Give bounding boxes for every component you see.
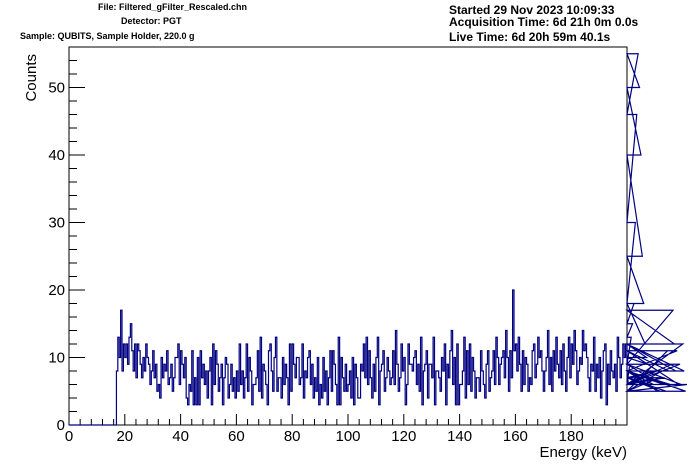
x-tick-label: 60 xyxy=(228,428,245,445)
file-label: File: Filtered_gFilter_Rescaled.chn xyxy=(98,2,248,12)
start-time-label: Started 29 Nov 2023 10:09:33 xyxy=(449,3,615,17)
y-tick-label: 40 xyxy=(48,147,65,164)
detector-label: Detector: PGT xyxy=(121,16,182,26)
y-tick-label: 10 xyxy=(48,350,65,367)
y-axis-title: Counts xyxy=(23,54,40,102)
axis-ticks xyxy=(68,46,628,426)
series-histogram xyxy=(69,53,688,426)
x-tick-label: 120 xyxy=(391,428,416,445)
x-axis-title: Energy (keV) xyxy=(539,444,627,461)
x-tick-label: 140 xyxy=(447,428,472,445)
x-tick-label: 100 xyxy=(335,428,360,445)
sample-label: Sample: QUBITS, Sample Holder, 220.0 g xyxy=(20,31,195,41)
x-tick-label: 0 xyxy=(65,428,73,445)
x-tick-label: 180 xyxy=(559,428,584,445)
acquisition-time-label: Acquisition Time: 6d 21h 0m 0.0s xyxy=(449,15,639,29)
y-tick-label: 50 xyxy=(48,80,65,97)
x-tick-label: 40 xyxy=(172,428,189,445)
x-tick-label: 160 xyxy=(503,428,528,445)
y-tick-label: 30 xyxy=(48,215,65,232)
y-tick-label: 0 xyxy=(57,417,65,434)
tick-labels: 0 20 40 60 80 100 120 140 160 180 0 10 20 30 40 50 xyxy=(48,80,583,446)
live-time-label: Live Time: 6d 20h 59m 40.1s xyxy=(449,30,611,44)
x-tick-label: 80 xyxy=(284,428,301,445)
y-tick-label: 20 xyxy=(48,282,65,299)
x-tick-label: 20 xyxy=(116,428,133,445)
